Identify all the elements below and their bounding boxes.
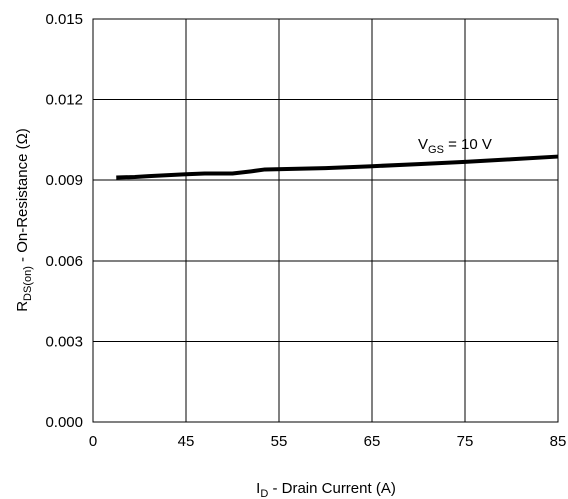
y-tick-label: 0.012 — [45, 92, 83, 109]
y-axis-label-main: R — [14, 301, 31, 312]
y-tick-label: 0.006 — [45, 253, 83, 270]
y-tick-label: 0.003 — [45, 333, 83, 350]
y-tick-labels: 0.000 0.003 0.006 0.009 0.012 0.015 — [45, 11, 83, 431]
annotation-sub: GS — [428, 144, 444, 156]
y-axis-label: RDS(on) - On-Resistance (Ω) — [14, 128, 34, 312]
x-tick-label: 85 — [550, 433, 567, 450]
grid — [93, 19, 558, 422]
plot-frame — [92, 18, 559, 423]
y-axis-label-sub: DS(on) — [22, 266, 34, 301]
x-tick-label: 45 — [178, 433, 195, 450]
x-tick-label: 0 — [89, 433, 97, 450]
x-axis-label-rest: - Drain Current (A) — [268, 480, 396, 497]
series-layer — [116, 154, 559, 180]
x-axis-label-sub: D — [260, 488, 268, 499]
y-tick-label: 0.015 — [45, 11, 83, 28]
x-axis-label-main: I — [256, 480, 260, 497]
y-axis-label-rest: - On-Resistance (Ω) — [14, 128, 31, 266]
series-line — [116, 154, 559, 180]
series-annotation: VGS = 10 V — [418, 136, 492, 156]
y-tick-label: 0.009 — [45, 172, 83, 189]
x-tick-label: 65 — [364, 433, 381, 450]
x-tick-label: 75 — [457, 433, 474, 450]
annotation-main: V — [418, 136, 428, 153]
y-tick-label: 0.000 — [45, 414, 83, 431]
x-tick-labels: 0 45 55 65 75 85 — [89, 433, 567, 450]
annotation-rest: = 10 V — [444, 136, 492, 153]
x-tick-label: 55 — [271, 433, 288, 450]
x-axis-label: ID - Drain Current (A) — [256, 480, 396, 499]
